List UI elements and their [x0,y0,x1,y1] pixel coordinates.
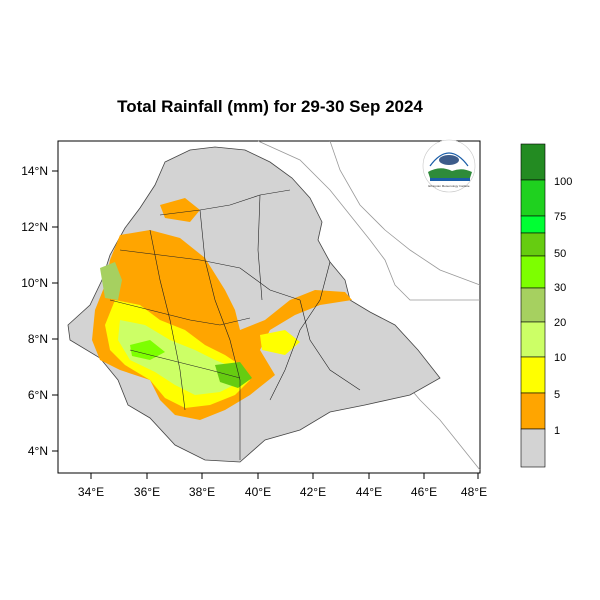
lat-tick-label: 4°N [28,444,48,458]
region-boundaries [109,189,361,460]
colorbar: 100 75 50 30 20 10 5 1 [520,143,572,468]
lon-axis: 34°E 36°E 38°E 40°E 42°E 44°E 46°E 48°E [78,473,487,499]
lon-tick-label: 36°E [134,485,160,499]
svg-text:Ethiopian Meteorology Institut: Ethiopian Meteorology Institute [428,184,470,188]
ethiopian-meteorology-institute-logo: Ethiopian Meteorology Institute [422,139,476,193]
lon-tick-label: 42°E [300,485,326,499]
lat-tick-label: 10°N [21,276,48,290]
colorbar-label: 5 [554,389,560,401]
lat-tick-label: 12°N [21,220,48,234]
lon-tick-label: 38°E [189,485,215,499]
colorbar-label: 10 [554,352,566,364]
colorbar-label: 75 [554,211,566,223]
lon-tick-label: 46°E [411,485,437,499]
colorbar-label: 20 [554,317,566,329]
map-title: Total Rainfall (mm) for 29-30 Sep 2024 [117,97,423,116]
colorbar-label: 100 [554,176,572,188]
lon-tick-label: 40°E [245,485,271,499]
rainfall-patches [92,198,352,420]
neighbor-boundaries [257,140,481,471]
colorbar-label: 30 [554,282,566,294]
lon-tick-label: 44°E [356,485,382,499]
lat-tick-label: 14°N [21,164,48,178]
colorbar-label: 1 [554,425,560,437]
lat-tick-label: 8°N [28,332,48,346]
colorbar-label: 50 [554,248,566,260]
lat-axis: 14°N 12°N 10°N 8°N 6°N 4°N [21,164,58,458]
lat-tick-label: 6°N [28,388,48,402]
lon-tick-label: 34°E [78,485,104,499]
lon-tick-label: 48°E [461,485,487,499]
